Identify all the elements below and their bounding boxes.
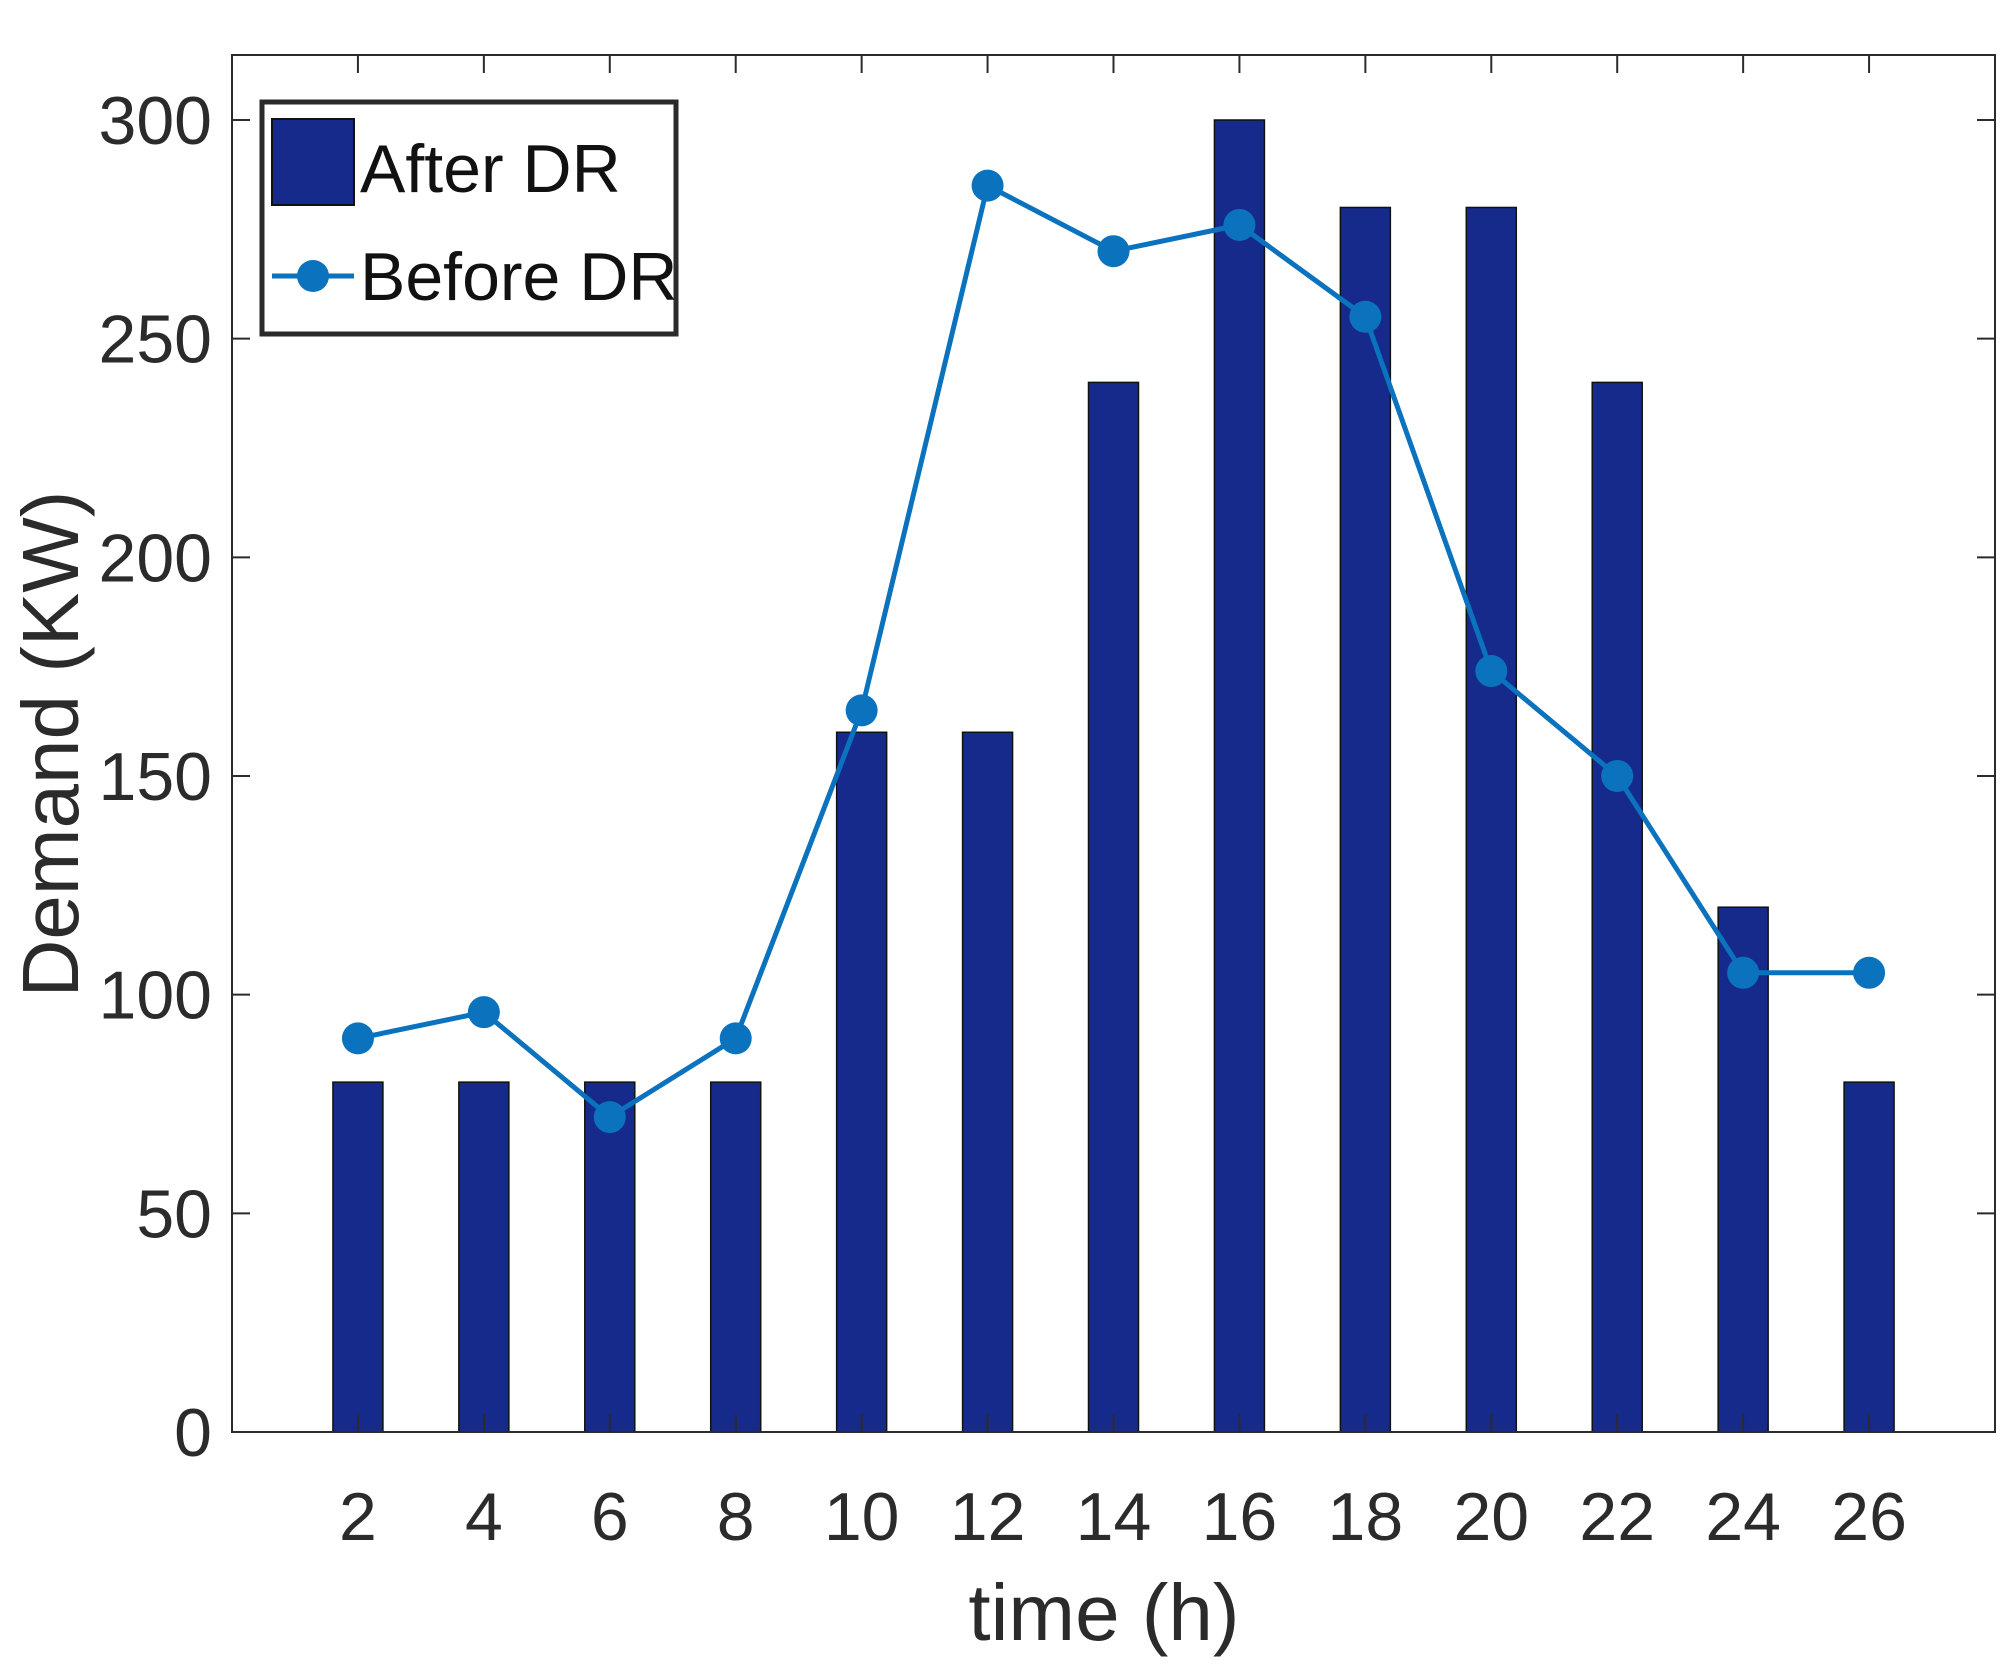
y-tick-label-200: 200 [99, 520, 212, 596]
x-tick-label-22: 22 [1579, 1479, 1655, 1555]
x-tick-label-26: 26 [1831, 1479, 1907, 1555]
bar-after-dr-26 [1843, 1081, 1895, 1433]
legend-bar-swatch [271, 118, 355, 206]
point-before-dr-8 [719, 1022, 752, 1055]
legend-marker-swatch [297, 260, 329, 292]
y-tick-label-150: 150 [99, 739, 212, 815]
y-tick-label-50: 50 [136, 1176, 212, 1252]
x-tick-label-20: 20 [1453, 1479, 1529, 1555]
point-before-dr-10 [845, 694, 878, 727]
x-tick-label-10: 10 [824, 1479, 900, 1555]
bar-after-dr-6 [584, 1081, 636, 1433]
x-tick-label-24: 24 [1705, 1479, 1781, 1555]
point-before-dr-24 [1727, 956, 1760, 989]
y-tick-label-100: 100 [99, 958, 212, 1034]
y-tick-label-300: 300 [99, 83, 212, 159]
point-before-dr-26 [1853, 956, 1886, 989]
x-tick-label-14: 14 [1076, 1479, 1152, 1555]
point-before-dr-4 [467, 996, 500, 1029]
point-before-dr-22 [1601, 760, 1634, 792]
bar-after-dr-12 [961, 731, 1014, 1433]
x-tick-label-2: 2 [339, 1479, 377, 1555]
point-before-dr-12 [971, 169, 1004, 202]
y-axis-title: Demand (KW) [6, 491, 95, 998]
bar-after-dr-20 [1465, 206, 1518, 1433]
x-tick-label-16: 16 [1202, 1479, 1278, 1555]
point-before-dr-18 [1349, 300, 1382, 333]
bar-after-dr-18 [1339, 206, 1392, 1433]
bars-layer [332, 119, 1895, 1433]
bar-after-dr-8 [709, 1081, 762, 1433]
bar-after-dr-14 [1087, 381, 1140, 1433]
x-tick-label-6: 6 [591, 1479, 629, 1555]
x-tick-label-12: 12 [950, 1479, 1026, 1555]
x-tick-label-18: 18 [1328, 1479, 1404, 1555]
bar-after-dr-10 [835, 731, 888, 1433]
point-before-dr-2 [341, 1022, 374, 1055]
bar-after-dr-24 [1717, 906, 1769, 1433]
x-tick-label-8: 8 [717, 1479, 755, 1555]
x-axis-title: time (h) [968, 1568, 1239, 1657]
bar-after-dr-4 [458, 1081, 510, 1433]
legend-label-before-dr: Before DR [360, 239, 677, 315]
legend-label-after-dr: After DR [360, 131, 621, 207]
bar-after-dr-2 [332, 1081, 384, 1433]
line-layer [341, 169, 1886, 1134]
bar-after-dr-16 [1213, 119, 1266, 1433]
point-before-dr-20 [1475, 655, 1508, 688]
bar-after-dr-22 [1591, 381, 1643, 1433]
point-before-dr-16 [1223, 208, 1256, 241]
point-before-dr-14 [1097, 235, 1130, 268]
legend: After DR Before DR [259, 99, 679, 337]
y-tick-label-0: 0 [174, 1395, 212, 1471]
point-before-dr-6 [593, 1101, 626, 1134]
x-tick-label-4: 4 [465, 1479, 503, 1555]
y-tick-label-250: 250 [99, 302, 212, 378]
